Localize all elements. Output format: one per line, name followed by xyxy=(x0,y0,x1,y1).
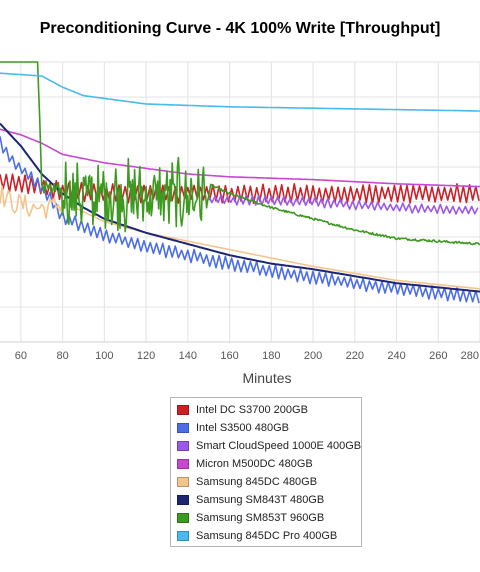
x-tick-label: 80 xyxy=(56,350,68,362)
series-line-6 xyxy=(0,61,480,246)
x-tick-label: 140 xyxy=(179,350,197,362)
legend-label: Intel S3500 480GB xyxy=(196,422,289,434)
legend: Intel DC S3700 200GB Intel S3500 480GB Sma… xyxy=(170,397,362,547)
legend-swatch xyxy=(177,495,189,505)
legend-label: Samsung 845DC Pro 400GB xyxy=(196,530,338,542)
legend-item[interactable]: Smart CloudSpeed 1000E 400GB xyxy=(177,437,361,455)
legend-swatch xyxy=(177,405,189,415)
x-tick-label: 180 xyxy=(262,350,280,362)
series-line-7 xyxy=(0,72,480,112)
legend-swatch xyxy=(177,423,189,433)
x-tick-label: 220 xyxy=(346,350,364,362)
legend-item[interactable]: Intel S3500 480GB xyxy=(177,419,289,437)
legend-swatch xyxy=(177,441,189,451)
chart-title: Preconditioning Curve - 4K 100% Write [T… xyxy=(39,20,441,37)
legend-swatch xyxy=(177,513,189,523)
legend-item[interactable]: Samsung SM843T 480GB xyxy=(177,491,324,509)
series-lines xyxy=(0,61,480,304)
legend-item[interactable]: Micron M500DC 480GB xyxy=(177,455,313,473)
x-tick-label: 260 xyxy=(429,350,447,362)
legend-swatch xyxy=(177,459,189,469)
legend-swatch xyxy=(177,531,189,541)
x-tick-label: 160 xyxy=(220,350,238,362)
legend-item[interactable]: Samsung SM853T 960GB xyxy=(177,509,324,527)
x-tick-label: 280 xyxy=(461,350,479,362)
legend-label: Samsung SM853T 960GB xyxy=(196,512,325,524)
x-tick-label: 240 xyxy=(387,350,405,362)
legend-item[interactable]: Samsung 845DC 480GB xyxy=(177,473,317,491)
x-tick-label: 120 xyxy=(137,350,155,362)
x-axis-label: Minutes xyxy=(242,370,291,386)
legend-item[interactable]: Intel DC S3700 200GB xyxy=(177,401,308,419)
legend-label: Samsung SM843T 480GB xyxy=(196,494,325,506)
legend-label: Intel DC S3700 200GB xyxy=(196,404,308,416)
x-tick-labels: 60 80 100 120 140 160 180 200 220 240 260 280 xyxy=(15,350,479,362)
legend-swatch xyxy=(177,477,189,487)
x-tick-label: 60 xyxy=(15,350,27,362)
x-tick-label: 100 xyxy=(95,350,113,362)
x-tick-label: 200 xyxy=(304,350,322,362)
series-line-0 xyxy=(0,173,480,205)
legend-item[interactable]: Samsung 845DC Pro 400GB xyxy=(177,527,337,545)
series-line-2 xyxy=(207,194,479,215)
legend-label: Smart CloudSpeed 1000E 400GB xyxy=(196,440,362,452)
series-line-1 xyxy=(0,136,480,304)
series-line-3 xyxy=(0,128,480,188)
legend-label: Micron M500DC 480GB xyxy=(196,458,313,470)
legend-label: Samsung 845DC 480GB xyxy=(196,476,318,488)
